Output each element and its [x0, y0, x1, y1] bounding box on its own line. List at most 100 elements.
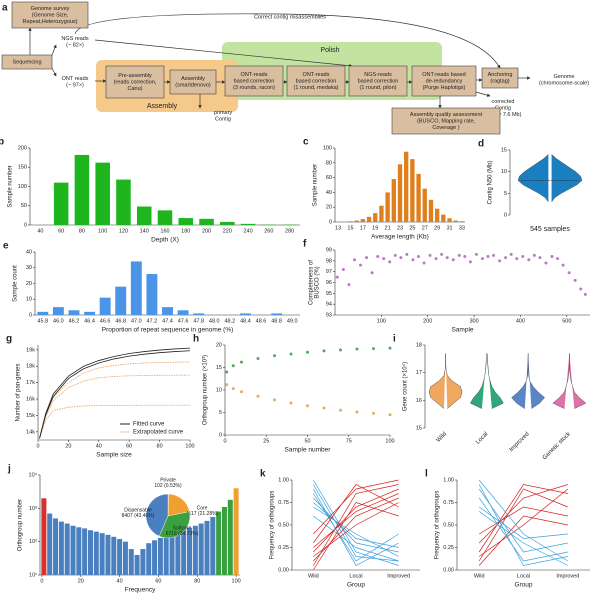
bar: [70, 525, 76, 575]
x-tick-label: 48.4: [240, 318, 251, 324]
panel-label: j: [7, 464, 11, 475]
x-tick-label: 60: [155, 578, 161, 584]
y-tick-label: 94: [326, 302, 332, 308]
y-axis-label: BUSCO (%): [315, 266, 321, 298]
y-tick-label: 1.00: [278, 477, 289, 483]
node-text: Repeat,Heterozygous): [22, 19, 77, 25]
point: [365, 256, 369, 260]
x-axis-label: Proportion of repeat sequence in genome …: [102, 327, 234, 334]
point: [372, 411, 375, 415]
y-tick-label: 0.75: [278, 500, 289, 506]
bar: [99, 297, 111, 315]
y-tick-label: 10²: [29, 539, 37, 545]
pie-label: Core: [197, 505, 208, 511]
bar: [397, 164, 403, 222]
x-tick-label: 100: [385, 438, 394, 444]
node-text: NGS reads: [61, 36, 88, 42]
bar: [459, 221, 465, 222]
x-axis-label: Frequency: [125, 587, 156, 594]
group-label: Polish: [320, 47, 339, 54]
point: [225, 383, 229, 387]
bar: [117, 539, 123, 575]
point: [306, 404, 309, 408]
node-text: ONT-reads: [241, 72, 268, 78]
pie-value-label: 6719 (34.73%): [166, 531, 199, 537]
line: [313, 479, 399, 566]
bar: [198, 523, 204, 575]
bar: [111, 536, 117, 575]
line: [39, 374, 191, 439]
y-tick-label: 0.25: [278, 545, 289, 551]
point: [256, 357, 260, 360]
bar: [178, 218, 194, 225]
node-text: based correction: [234, 78, 275, 84]
bar: [122, 541, 128, 575]
bar: [271, 313, 283, 315]
x-tick-label: 21: [385, 225, 391, 231]
line: [478, 511, 568, 566]
point: [445, 256, 449, 260]
x-tick-label: 46.0: [53, 318, 64, 324]
bar: [157, 537, 163, 575]
y-tick-label: 10: [216, 387, 222, 393]
point: [289, 352, 293, 356]
x-tick-label: 17: [360, 225, 366, 231]
point: [550, 255, 554, 258]
point: [322, 349, 326, 353]
line: [313, 484, 399, 562]
x-tick-label: 46.4: [84, 318, 95, 324]
panel-label: l: [425, 469, 428, 480]
node-text: based correction: [296, 78, 337, 84]
y-tick-label: 0.75: [443, 500, 454, 506]
bar: [87, 530, 93, 575]
node-box: [411, 65, 477, 97]
line: [478, 506, 568, 535]
bar: [447, 218, 452, 222]
x-axis-label: Depth (X): [151, 237, 179, 244]
y-tick-label: 0: [504, 212, 507, 218]
bar: [453, 220, 458, 222]
node-box: [286, 65, 346, 97]
x-axis-label: Sample: [451, 327, 473, 334]
x-tick-label: 48.0: [209, 318, 220, 324]
line: [313, 493, 399, 548]
point: [355, 410, 359, 414]
x-tick-label: 19: [372, 225, 378, 231]
bar: [177, 310, 189, 315]
panel-label: k: [260, 469, 266, 480]
node-text: Contig: [215, 117, 231, 123]
node-text: ONT reads: [62, 76, 89, 82]
bar: [128, 549, 134, 575]
line: [39, 404, 190, 439]
line: [313, 502, 399, 557]
bar: [366, 216, 372, 222]
point: [339, 348, 342, 352]
point: [388, 413, 392, 417]
y-tick-label: 14k: [26, 429, 35, 435]
node-box: [348, 65, 408, 97]
bar: [199, 218, 214, 225]
node-text: (~ 97×): [66, 83, 84, 89]
node-text: (Genome Size,: [32, 12, 69, 18]
violin-half: [487, 353, 504, 409]
line: [478, 488, 569, 557]
y-tick-label: 97: [326, 269, 332, 275]
y-tick-label: 1.00: [443, 477, 454, 483]
x-tick-label: 220: [223, 228, 232, 234]
node-text: (~ 82×): [66, 43, 84, 49]
point: [355, 347, 359, 351]
y-tick-label: 15k: [26, 413, 35, 419]
panel-label: b: [0, 137, 4, 148]
bar: [115, 286, 127, 315]
point: [393, 253, 397, 257]
x-tick-label: 46.2: [69, 318, 80, 324]
line: [478, 484, 568, 566]
point: [532, 253, 536, 257]
node-text: (Purge Haplotigs): [423, 85, 466, 91]
x-tick-label: 300: [469, 318, 478, 324]
bar: [239, 313, 251, 315]
point: [527, 258, 531, 262]
x-tick-label: 100: [185, 443, 194, 449]
node-box: [1, 54, 53, 70]
point: [256, 394, 260, 398]
